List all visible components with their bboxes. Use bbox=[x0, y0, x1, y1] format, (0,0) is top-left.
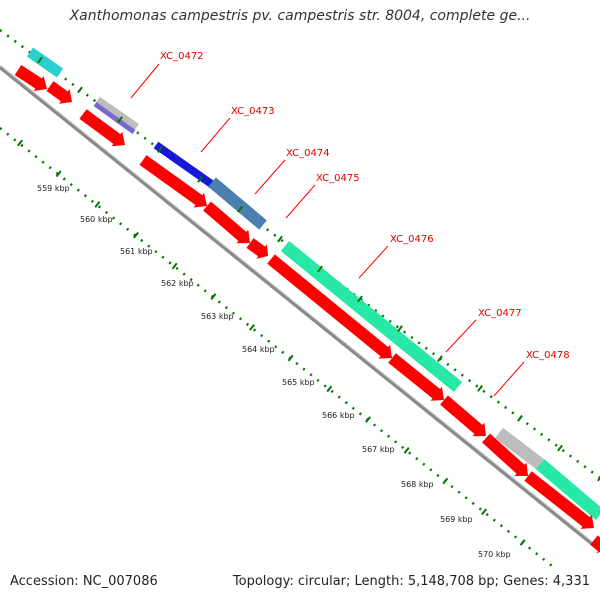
ruler-tick bbox=[197, 176, 203, 183]
inner-ruler-ticks bbox=[17, 139, 526, 546]
cds-arrow bbox=[590, 535, 600, 554]
gene-label: XC_0475 bbox=[316, 173, 360, 184]
ruler-tick-label: 570 kbp bbox=[478, 550, 511, 559]
ruler-tick-label: 561 kbp bbox=[120, 247, 153, 256]
ruler-tick bbox=[77, 86, 83, 94]
feature-bar-mint-2 bbox=[535, 459, 600, 520]
ruler-tick bbox=[519, 539, 526, 546]
ruler-tick-label: 567 kbp bbox=[362, 445, 395, 454]
cds-arrow bbox=[388, 353, 444, 401]
label-leaders bbox=[130, 63, 525, 397]
ruler-tick bbox=[17, 139, 23, 147]
ruler-tick bbox=[171, 262, 178, 270]
ruler-tick bbox=[365, 416, 371, 423]
gene-label: XC_0476 bbox=[390, 234, 434, 245]
feature-bar-cyan bbox=[26, 47, 64, 78]
ruler-tick bbox=[287, 354, 294, 362]
ruler-tick bbox=[437, 355, 443, 362]
cds-arrow bbox=[139, 155, 207, 208]
ruler-tick bbox=[517, 414, 523, 422]
ruler-tick bbox=[210, 293, 217, 301]
inner-ruler-dotted bbox=[0, 127, 557, 568]
ruler-tick bbox=[477, 385, 483, 392]
feature-bar-grey-2 bbox=[495, 427, 544, 470]
cds-arrow bbox=[203, 201, 250, 244]
cds-arrow bbox=[524, 471, 594, 529]
ruler-tick bbox=[481, 508, 487, 516]
ruler-tick bbox=[157, 146, 163, 153]
feature-bar-grey bbox=[94, 96, 139, 133]
feature-bar-blue bbox=[153, 141, 223, 194]
cds-arrow bbox=[79, 109, 125, 147]
ruler-tick-label: 568 kbp bbox=[401, 480, 434, 489]
ruler-tick-label: 566 kbp bbox=[322, 411, 355, 420]
ruler-tick bbox=[117, 116, 123, 124]
gene-label: XC_0478 bbox=[526, 350, 570, 361]
ruler-tick-label: 564 kbp bbox=[242, 345, 275, 354]
ruler-tick bbox=[37, 56, 43, 64]
ruler-tick bbox=[133, 231, 139, 239]
ruler-tick-label: 565 kbp bbox=[282, 378, 315, 387]
cds-track bbox=[14, 65, 600, 554]
ruler-tick bbox=[597, 476, 600, 482]
map-body: XC_0472 XC_0473 XC_0474 XC_0475 XC_0476 … bbox=[0, 28, 600, 568]
ruler-tick bbox=[326, 385, 333, 393]
leader-line-xc0474 bbox=[254, 159, 286, 195]
feature-bar-mint-1 bbox=[280, 240, 463, 393]
ruler-tick-label: 560 kbp bbox=[80, 215, 113, 224]
leader-line-xc0472 bbox=[130, 63, 160, 99]
cds-arrow bbox=[482, 433, 528, 476]
cds-arrow bbox=[14, 65, 47, 91]
leader-line-xc0475 bbox=[285, 184, 316, 219]
ruler-tick bbox=[357, 295, 363, 303]
summary-text: Topology: circular; Length: 5,148,708 bp… bbox=[232, 574, 590, 589]
leader-line-xc0478 bbox=[493, 361, 525, 397]
ruler-tick-label: 559 kbp bbox=[37, 184, 70, 193]
ruler-tick bbox=[249, 324, 255, 331]
ruler-tick bbox=[557, 444, 563, 452]
cds-arrow bbox=[440, 395, 486, 437]
ruler-tick bbox=[317, 265, 323, 273]
gene-labels: XC_0472 XC_0473 XC_0474 XC_0475 XC_0476 … bbox=[160, 51, 570, 361]
genome-backbone-highlight bbox=[0, 64, 600, 549]
ruler-tick bbox=[94, 201, 101, 208]
ruler-tick-label: 562 kbp bbox=[161, 279, 194, 288]
cds-arrow bbox=[267, 254, 392, 359]
leader-line-xc0476 bbox=[358, 245, 389, 279]
ruler-tick bbox=[403, 446, 410, 454]
cds-arrow bbox=[246, 238, 268, 259]
outer-ruler-ticks bbox=[37, 56, 600, 482]
ruler-tick bbox=[237, 205, 243, 213]
gene-label: XC_0472 bbox=[160, 51, 204, 62]
feature-bar-steel bbox=[208, 177, 267, 230]
map-title: Xanthomonas campestris pv. campestris st… bbox=[69, 8, 531, 24]
gene-label: XC_0474 bbox=[286, 148, 330, 159]
ruler-labels: 559 kbp 560 kbp 561 kbp 562 kbp 563 kbp … bbox=[37, 184, 511, 559]
ruler-tick bbox=[442, 477, 449, 485]
leader-line-xc0473 bbox=[200, 117, 231, 153]
cds-arrow bbox=[46, 81, 72, 104]
ruler-tick bbox=[277, 235, 283, 243]
accession-text: Accession: NC_007086 bbox=[10, 574, 158, 589]
ruler-tick bbox=[397, 325, 403, 333]
feature-bar-purple bbox=[93, 101, 136, 135]
genome-backbone bbox=[0, 65, 600, 552]
gene-label: XC_0473 bbox=[231, 106, 275, 117]
leader-line-xc0477 bbox=[445, 319, 477, 353]
feature-track bbox=[26, 47, 600, 520]
ruler-tick bbox=[55, 170, 62, 178]
ruler-tick-label: 569 kbp bbox=[440, 515, 473, 524]
ruler-tick-label: 563 kbp bbox=[201, 312, 234, 321]
gene-label: XC_0477 bbox=[478, 308, 522, 319]
